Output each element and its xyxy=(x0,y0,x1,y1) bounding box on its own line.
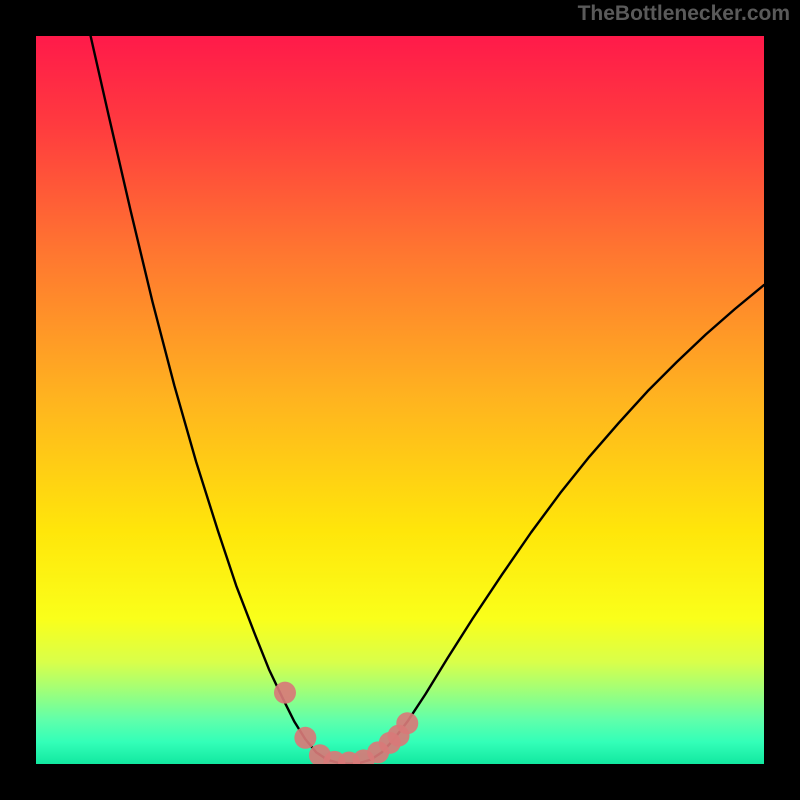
watermark-label: TheBottlenecker.com xyxy=(578,2,790,26)
datapoint-marker xyxy=(396,712,418,734)
datapoint-marker xyxy=(274,682,296,704)
plot-gradient-background xyxy=(36,36,764,764)
chart-canvas: { "watermark": { "text": "TheBottlenecke… xyxy=(0,0,800,800)
bottleneck-curve-chart xyxy=(0,0,800,800)
datapoint-marker xyxy=(294,727,316,749)
